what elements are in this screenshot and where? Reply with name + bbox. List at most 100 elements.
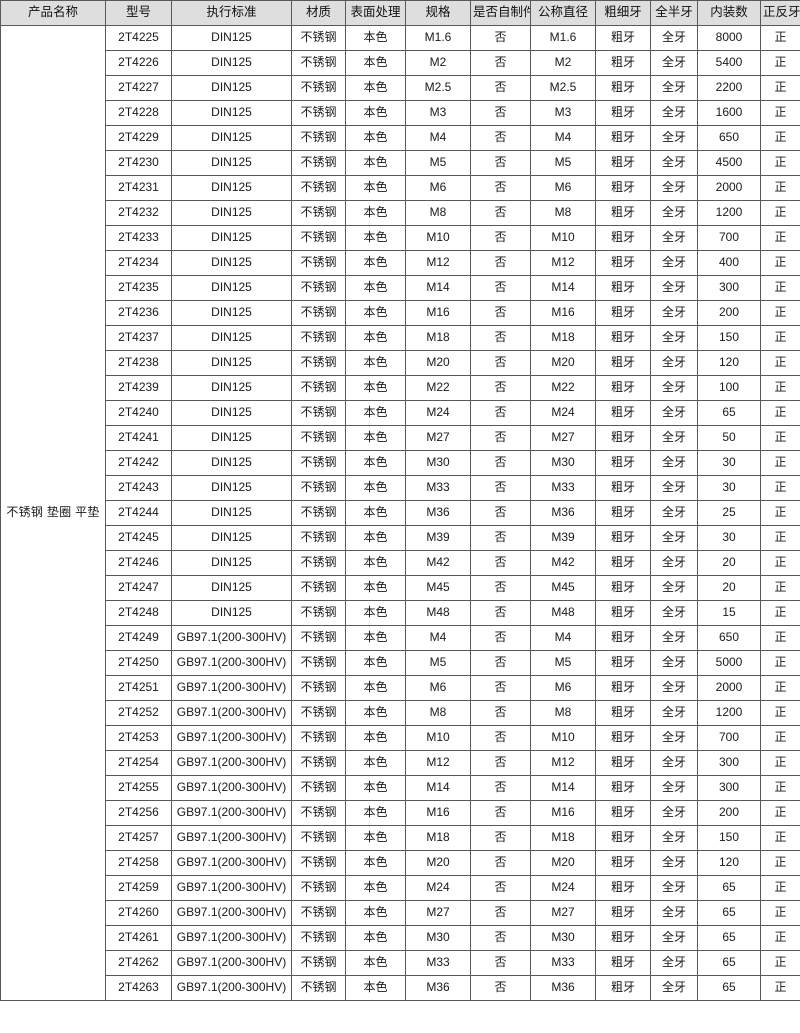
table-row: 2T4258 GB97.1(200-300HV) 不锈钢 本色 M20 否 M20 粗牙 全牙 1…	[1, 850, 800, 876]
cell-standard: GB97.1(200-300HV)	[171, 975, 292, 1001]
cell-spec: M27	[405, 425, 471, 451]
cell-spec: M4	[405, 625, 471, 651]
cell-surface: 本色	[345, 175, 406, 201]
cell-self-made: 否	[470, 775, 531, 801]
cell-model: 2T4260	[105, 900, 172, 926]
cell-standard: GB97.1(200-300HV)	[171, 950, 292, 976]
cell-material: 不锈钢	[291, 650, 346, 676]
cell-surface: 本色	[345, 750, 406, 776]
cell-nominal-diameter: M2.5	[530, 75, 596, 101]
column-header-thread-pitch: 粗细牙	[595, 0, 651, 26]
cell-material: 不锈钢	[291, 325, 346, 351]
cell-self-made: 否	[470, 125, 531, 151]
cell-nominal-diameter: M4	[530, 125, 596, 151]
cell-thread-direction: 正	[760, 125, 800, 151]
cell-inner-qty: 120	[697, 350, 761, 376]
table-row: 2T4233 DIN125 不锈钢 本色 M10 否 M10 粗牙 全牙 700 正	[1, 225, 800, 251]
cell-standard: GB97.1(200-300HV)	[171, 800, 292, 826]
cell-spec: M18	[405, 325, 471, 351]
cell-inner-qty: 700	[697, 725, 761, 751]
cell-self-made: 否	[470, 225, 531, 251]
cell-model: 2T4247	[105, 575, 172, 601]
cell-thread-direction: 正	[760, 375, 800, 401]
cell-nominal-diameter: M36	[530, 975, 596, 1001]
cell-surface: 本色	[345, 425, 406, 451]
cell-inner-qty: 4500	[697, 150, 761, 176]
cell-thread-length: 全牙	[650, 800, 698, 826]
cell-thread-direction: 正	[760, 75, 800, 101]
cell-material: 不锈钢	[291, 400, 346, 426]
cell-nominal-diameter: M22	[530, 375, 596, 401]
cell-spec: M42	[405, 550, 471, 576]
cell-thread-direction: 正	[760, 225, 800, 251]
cell-thread-direction: 正	[760, 900, 800, 926]
cell-standard: DIN125	[171, 400, 292, 426]
cell-material: 不锈钢	[291, 350, 346, 376]
cell-nominal-diameter: M20	[530, 850, 596, 876]
cell-surface: 本色	[345, 650, 406, 676]
cell-standard: DIN125	[171, 100, 292, 126]
table-row: 2T4238 DIN125 不锈钢 本色 M20 否 M20 粗牙 全牙 120 正	[1, 350, 800, 376]
cell-surface: 本色	[345, 825, 406, 851]
cell-thread-direction: 正	[760, 425, 800, 451]
cell-thread-direction: 正	[760, 100, 800, 126]
table-row: 2T4246 DIN125 不锈钢 本色 M42 否 M42 粗牙 全牙 20 正	[1, 550, 800, 576]
cell-inner-qty: 50	[697, 425, 761, 451]
cell-model: 2T4249	[105, 625, 172, 651]
cell-standard: GB97.1(200-300HV)	[171, 625, 292, 651]
cell-material: 不锈钢	[291, 225, 346, 251]
cell-thread-pitch: 粗牙	[595, 850, 651, 876]
cell-self-made: 否	[470, 800, 531, 826]
cell-spec: M4	[405, 125, 471, 151]
cell-thread-length: 全牙	[650, 650, 698, 676]
cell-thread-length: 全牙	[650, 575, 698, 601]
cell-thread-pitch: 粗牙	[595, 100, 651, 126]
cell-inner-qty: 200	[697, 800, 761, 826]
cell-surface: 本色	[345, 550, 406, 576]
cell-standard: DIN125	[171, 325, 292, 351]
cell-model: 2T4250	[105, 650, 172, 676]
cell-material: 不锈钢	[291, 50, 346, 76]
cell-nominal-diameter: M42	[530, 550, 596, 576]
cell-thread-pitch: 粗牙	[595, 350, 651, 376]
cell-surface: 本色	[345, 775, 406, 801]
cell-nominal-diameter: M18	[530, 325, 596, 351]
cell-self-made: 否	[470, 550, 531, 576]
cell-thread-direction: 正	[760, 850, 800, 876]
cell-standard: GB97.1(200-300HV)	[171, 775, 292, 801]
cell-thread-length: 全牙	[650, 900, 698, 926]
cell-model: 2T4242	[105, 450, 172, 476]
cell-nominal-diameter: M27	[530, 900, 596, 926]
cell-inner-qty: 65	[697, 925, 761, 951]
cell-thread-direction: 正	[760, 775, 800, 801]
cell-nominal-diameter: M3	[530, 100, 596, 126]
cell-surface: 本色	[345, 675, 406, 701]
table-row: 2T4241 DIN125 不锈钢 本色 M27 否 M27 粗牙 全牙 50 正	[1, 425, 800, 451]
cell-surface: 本色	[345, 25, 406, 51]
cell-model: 2T4234	[105, 250, 172, 276]
cell-standard: DIN125	[171, 250, 292, 276]
cell-surface: 本色	[345, 125, 406, 151]
cell-spec: M33	[405, 950, 471, 976]
cell-thread-pitch: 粗牙	[595, 175, 651, 201]
column-header-standard: 执行标准	[171, 0, 292, 26]
cell-standard: GB97.1(200-300HV)	[171, 750, 292, 776]
cell-thread-pitch: 粗牙	[595, 375, 651, 401]
cell-inner-qty: 300	[697, 750, 761, 776]
header-row: 产品名称 型号 执行标准 材质 表面处理 规格 是否自制件 公称直径 粗细牙 全…	[0, 0, 800, 26]
cell-thread-pitch: 粗牙	[595, 450, 651, 476]
cell-thread-direction: 正	[760, 550, 800, 576]
cell-model: 2T4261	[105, 925, 172, 951]
cell-thread-length: 全牙	[650, 400, 698, 426]
cell-thread-length: 全牙	[650, 300, 698, 326]
cell-inner-qty: 120	[697, 850, 761, 876]
cell-inner-qty: 100	[697, 375, 761, 401]
cell-self-made: 否	[470, 275, 531, 301]
cell-thread-pitch: 粗牙	[595, 525, 651, 551]
cell-material: 不锈钢	[291, 450, 346, 476]
cell-spec: M6	[405, 175, 471, 201]
table-row: 2T4240 DIN125 不锈钢 本色 M24 否 M24 粗牙 全牙 65 正	[1, 400, 800, 426]
cell-thread-pitch: 粗牙	[595, 750, 651, 776]
cell-spec: M36	[405, 500, 471, 526]
cell-inner-qty: 65	[697, 400, 761, 426]
